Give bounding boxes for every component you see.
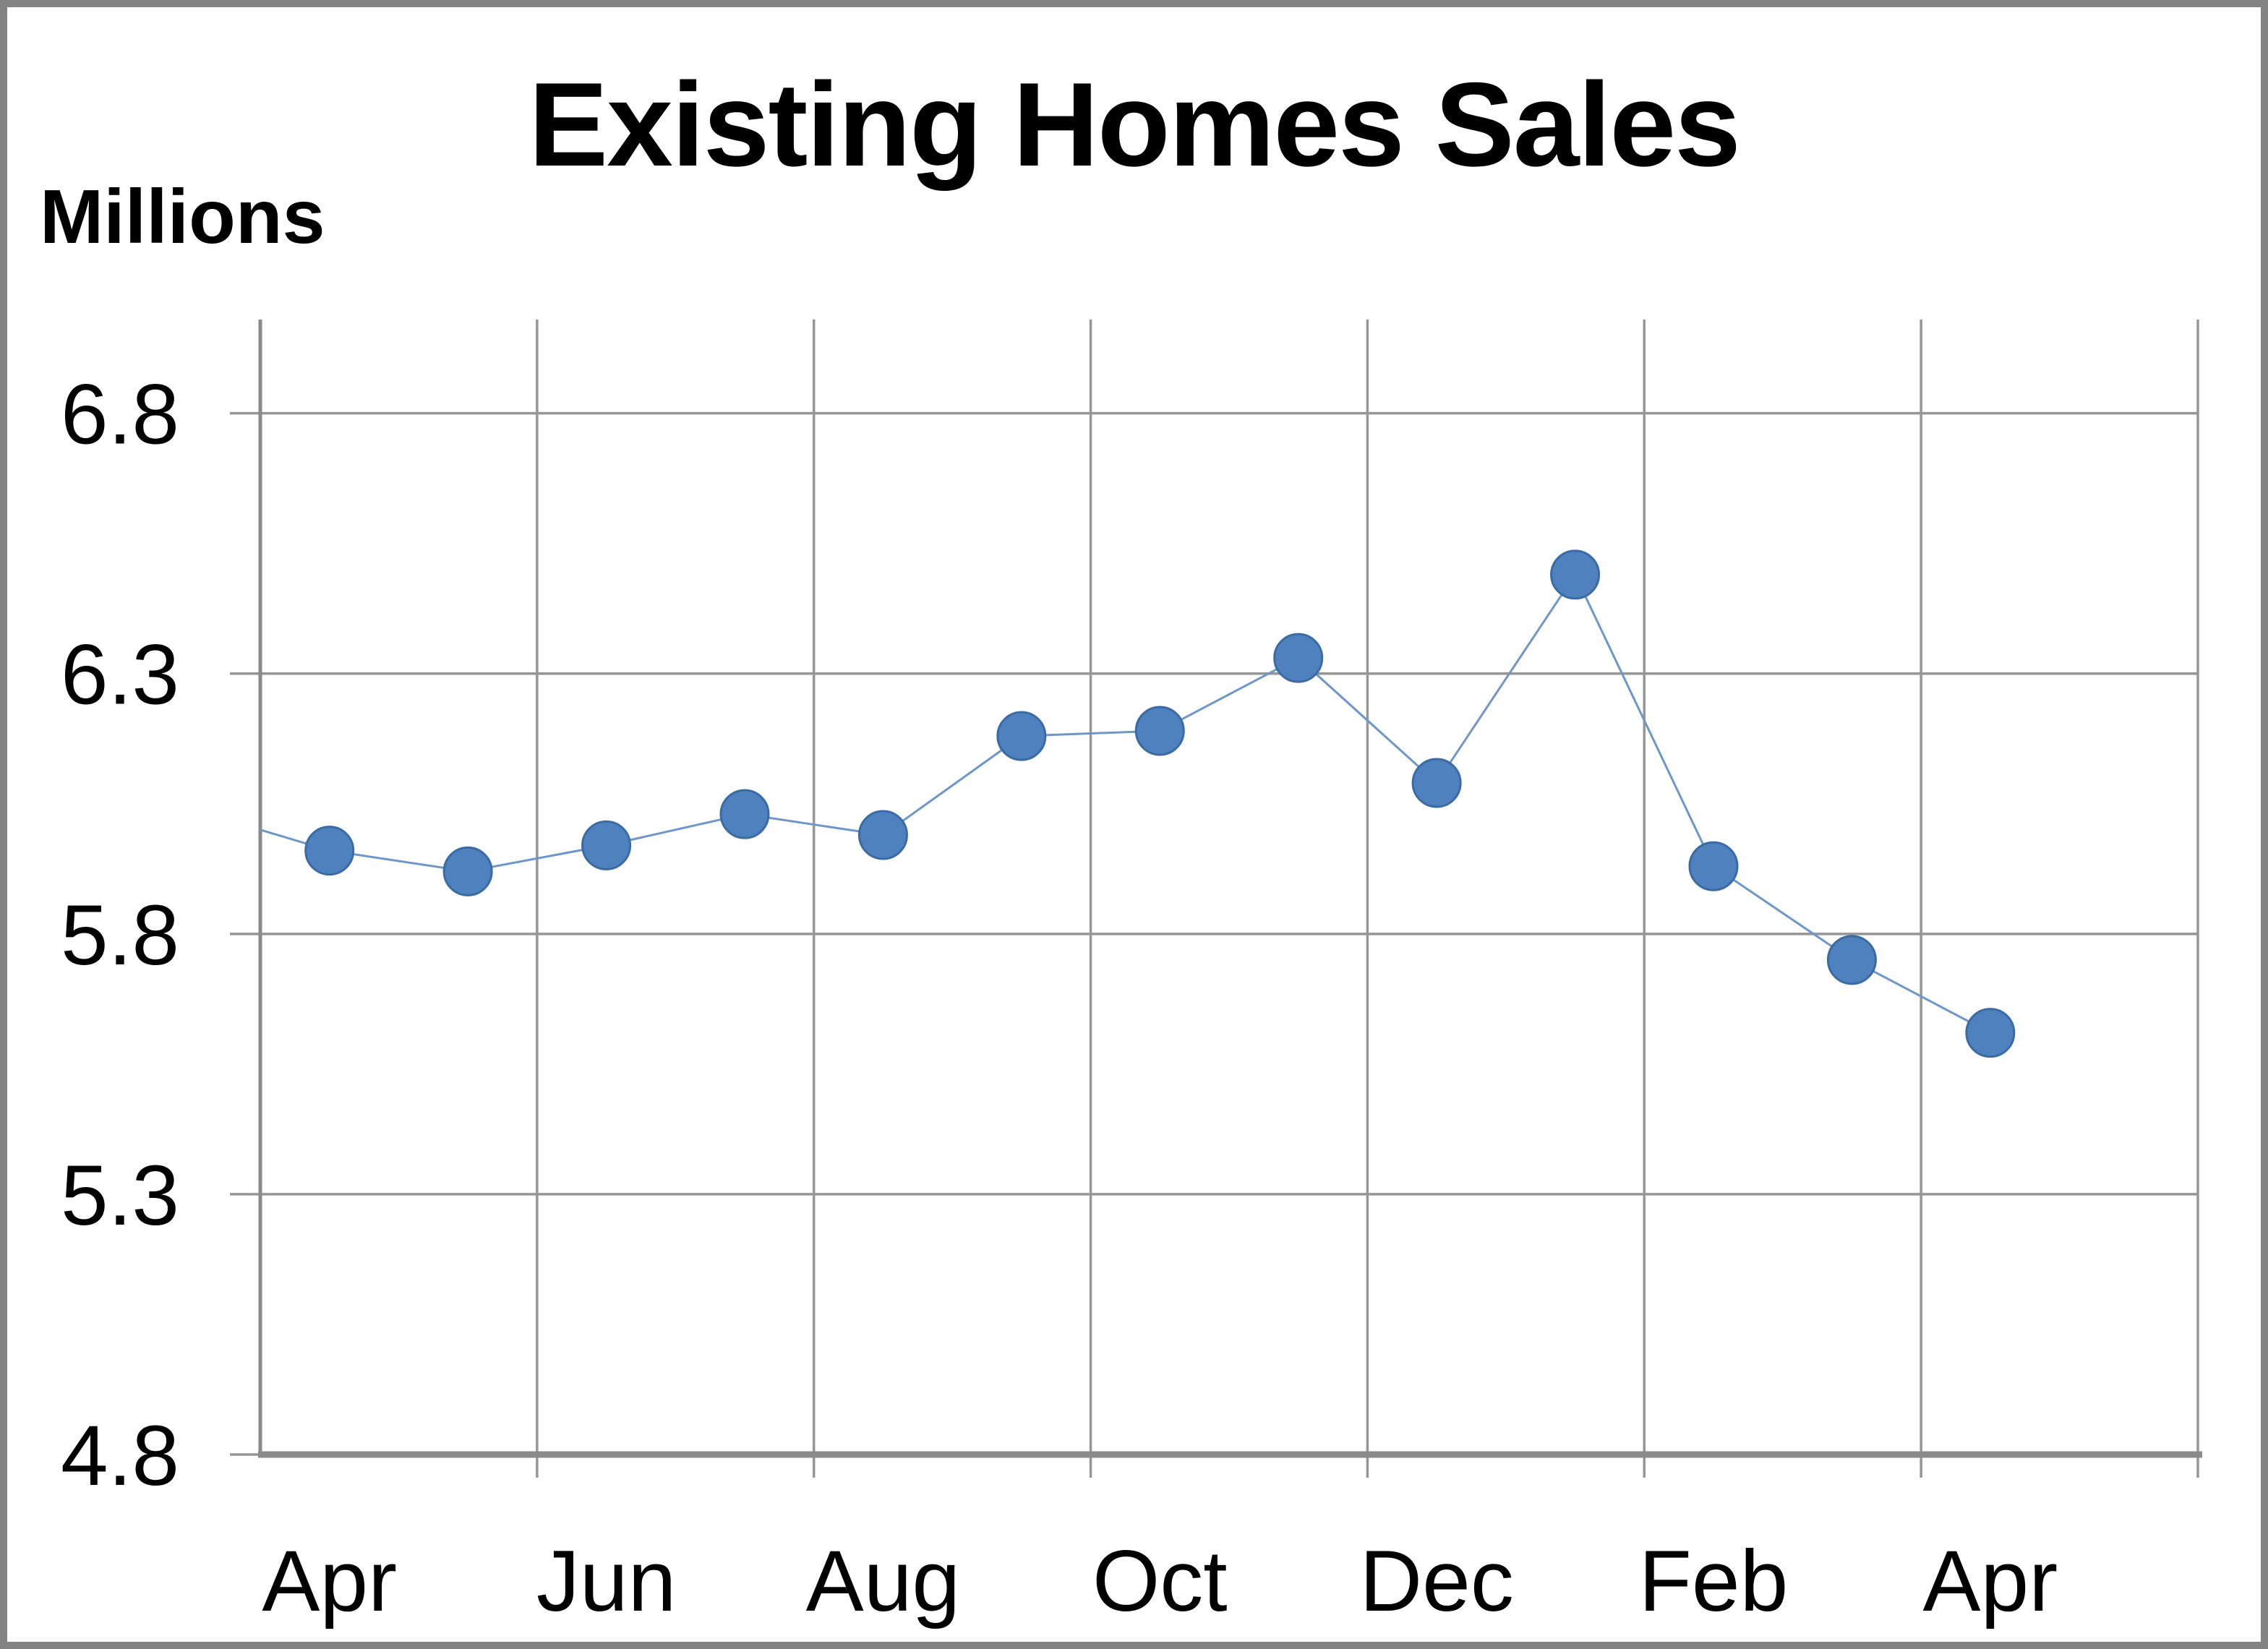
data-point-marker	[719, 789, 770, 839]
data-point-marker	[1134, 706, 1185, 756]
x-tick-label: Oct	[1092, 1533, 1228, 1629]
y-axis-labels: 4.8 5.3 5.8 6.3 6.8	[61, 367, 179, 1504]
series-polyline	[260, 572, 1991, 1034]
x-tick-label: Feb	[1639, 1533, 1789, 1629]
line-chart: 4.8 5.3 5.8 6.3 6.8 Apr Jun Aug Oct Dec Feb Apr	[61, 320, 2202, 1629]
y-tick-label: 4.8	[61, 1408, 179, 1504]
data-point-marker	[1273, 633, 1324, 683]
y-tick-label: 6.3	[61, 628, 179, 723]
y-axis-unit-label: Millions	[40, 174, 325, 260]
x-tick-label: Aug	[806, 1533, 961, 1629]
axis-ticks	[230, 411, 2199, 1478]
data-point-marker	[1826, 935, 1877, 985]
series-line	[260, 572, 1991, 1034]
series-markers	[304, 549, 2016, 1058]
data-point-marker	[581, 820, 632, 870]
axes	[258, 320, 2202, 1458]
data-point-marker	[857, 810, 908, 860]
data-point-marker	[1965, 1008, 2016, 1058]
data-point-marker	[996, 711, 1047, 761]
y-tick-label: 5.8	[61, 888, 179, 983]
y-tick-label: 5.3	[61, 1148, 179, 1243]
x-tick-label: Jun	[536, 1533, 676, 1629]
x-tick-label: Dec	[1359, 1533, 1513, 1629]
chart-title: Existing Homes Sales	[529, 58, 1741, 191]
x-tick-label: Apr	[1922, 1533, 2058, 1629]
x-axis-labels: Apr Jun Aug Oct Dec Feb Apr	[262, 1533, 2058, 1629]
x-tick-label: Apr	[262, 1533, 397, 1629]
data-point-marker	[442, 846, 493, 896]
data-point-marker	[1411, 758, 1462, 808]
data-point-marker	[304, 826, 355, 876]
gridlines	[259, 320, 2199, 1456]
y-tick-label: 6.8	[61, 367, 179, 463]
data-point-marker	[1550, 549, 1601, 600]
data-point-marker	[1688, 841, 1739, 891]
